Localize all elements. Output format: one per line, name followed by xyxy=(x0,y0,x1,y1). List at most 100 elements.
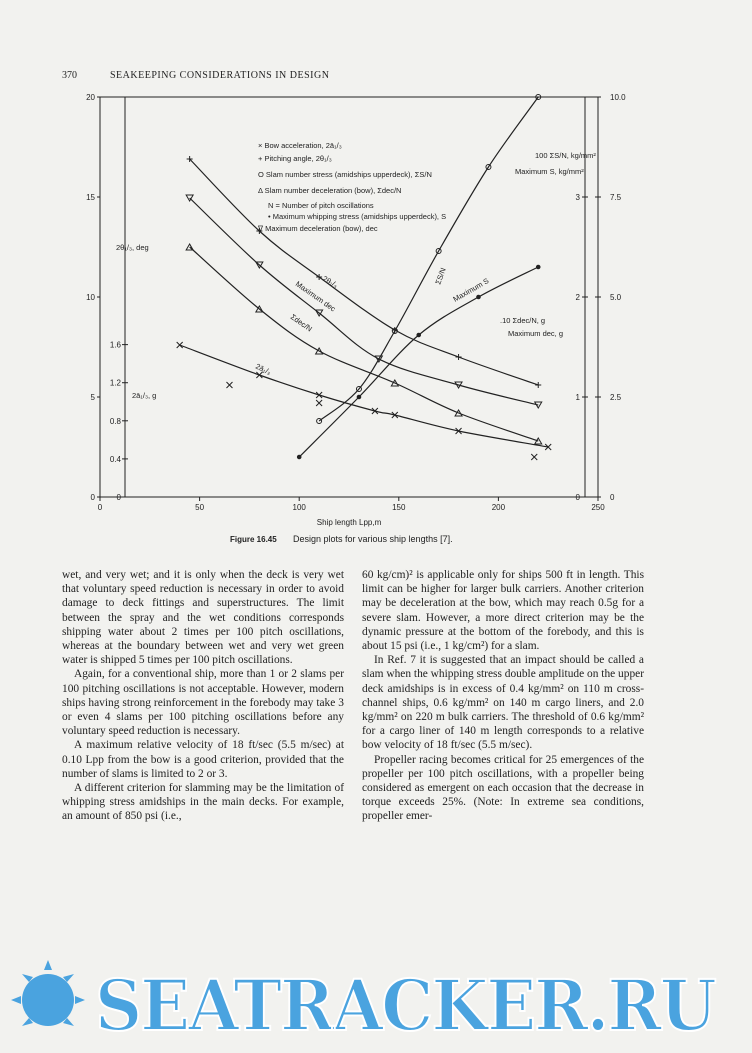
marker xyxy=(455,427,462,435)
figure: 370 SEAKEEPING CONSIDERATIONS IN DESIGN … xyxy=(62,70,626,544)
marker xyxy=(535,94,542,100)
legend-entry: ∇ Maximum deceleration (bow), dec xyxy=(257,224,378,233)
x-tick-label: 50 xyxy=(195,503,204,512)
annotation: Maximum dec, g xyxy=(508,329,563,338)
x-tick-label: 100 xyxy=(293,503,307,512)
marker xyxy=(256,228,263,234)
caption-number: Figure 16.45 xyxy=(230,535,277,544)
marker xyxy=(316,274,323,280)
annotation: Maximum S xyxy=(452,276,491,304)
marker xyxy=(256,371,263,379)
running-title: SEAKEEPING CONSIDERATIONS IN DESIGN xyxy=(110,70,329,81)
annotation: 2θ₁/₃, deg xyxy=(116,243,149,252)
annotation: ΣS/N xyxy=(433,266,447,285)
annotation: Σdec/N xyxy=(289,312,314,333)
paragraph: wet, and very wet; and it is only when t… xyxy=(62,569,344,667)
annotation: 2θ₁/₃ xyxy=(321,274,339,290)
x-tick-label: 250 xyxy=(591,503,605,512)
curve xyxy=(189,246,539,442)
marker xyxy=(296,454,302,460)
y-tick-label: 20 xyxy=(86,93,95,102)
tick-label: 10.0 xyxy=(610,93,626,102)
curve xyxy=(318,96,539,422)
tick-label: 0 xyxy=(117,493,122,502)
annotation: Maximum S, kg/mm² xyxy=(515,167,584,176)
annotation: 100 ΣS/N, kg/mm² xyxy=(535,151,596,160)
marker xyxy=(356,394,362,400)
marker xyxy=(371,407,379,415)
tick-label: 5.0 xyxy=(610,293,622,302)
marker xyxy=(533,401,543,409)
marker xyxy=(254,305,264,313)
caption-text: Design plots for various ship lengths [7… xyxy=(293,534,453,544)
tick-label: 0.4 xyxy=(110,455,122,464)
paragraph: A maximum relative velocity of 18 ft/sec… xyxy=(62,739,344,780)
marker xyxy=(454,381,463,389)
marker xyxy=(544,443,552,451)
legend-entry: O Slam number stress (amidships upperdec… xyxy=(258,170,432,179)
tick-label: 3 xyxy=(576,193,581,202)
curve xyxy=(179,344,549,448)
right-column: 60 kg/cm)² is applicable only for ships … xyxy=(362,568,644,824)
paragraph: In Ref. 7 it is suggested that an impact… xyxy=(362,654,644,752)
marker xyxy=(185,194,195,202)
marker xyxy=(316,418,323,424)
annotation: 2ā₁/₃, g xyxy=(132,391,156,400)
marker xyxy=(455,354,462,360)
marker xyxy=(416,332,422,338)
watermark-text: SEATRACKER.RU xyxy=(95,964,716,1047)
paragraph: A different criterion for slamming may b… xyxy=(62,782,344,823)
x-axis-label: Ship length Lpp,m xyxy=(317,518,382,527)
curve xyxy=(189,158,539,386)
tick-label: 0 xyxy=(576,493,581,502)
paragraph: 60 kg/cm)² is applicable only for ships … xyxy=(362,569,644,653)
tick-label: 0 xyxy=(610,493,615,502)
marker xyxy=(186,156,193,162)
legend-entry: Δ Slam number deceleration (bow), Σdec/N xyxy=(258,186,401,195)
marker xyxy=(315,399,323,407)
y-tick-label: 15 xyxy=(86,193,95,202)
marker xyxy=(476,294,481,300)
marker xyxy=(355,386,362,392)
tick-label: 1.6 xyxy=(110,341,122,350)
legend-entry: + Pitching angle, 2θ₁/₃ xyxy=(258,154,332,163)
marker xyxy=(176,341,184,349)
tick-label: 7.5 xyxy=(610,193,622,202)
legend-entry: • Maximum whipping stress (amidships upp… xyxy=(268,212,446,221)
watermark: SEATRACKER.RU xyxy=(11,960,719,1048)
x-tick-label: 0 xyxy=(98,503,103,512)
marker xyxy=(185,243,195,251)
marker xyxy=(314,347,324,355)
annotation: .10 Σdec/N, g xyxy=(500,316,545,325)
x-tick-label: 200 xyxy=(492,503,506,512)
marker xyxy=(530,453,538,461)
marker xyxy=(390,379,400,387)
paragraph: Propeller racing becomes critical for 25… xyxy=(362,753,644,823)
tick-label: 1.2 xyxy=(110,379,122,388)
x-tick-label: 150 xyxy=(392,503,406,512)
marker xyxy=(533,437,543,445)
page-number: 370 xyxy=(62,70,77,81)
marker xyxy=(315,391,323,399)
marker xyxy=(374,355,384,363)
left-column: wet, and very wet; and it is only when t… xyxy=(62,568,344,824)
marker xyxy=(485,164,492,170)
y-tick-label: 10 xyxy=(86,293,95,302)
marker xyxy=(226,381,233,389)
marker xyxy=(535,382,542,388)
y-tick-label: 0 xyxy=(91,493,96,502)
legend-entry: N = Number of pitch oscillations xyxy=(268,201,374,210)
marker xyxy=(391,411,399,419)
tick-label: 2 xyxy=(576,293,581,302)
logo xyxy=(11,960,85,1026)
legend-entry: × Bow acceleration, 2ā₁/₃ xyxy=(258,141,342,150)
y-tick-label: 5 xyxy=(91,393,96,402)
marker xyxy=(391,328,398,334)
marker xyxy=(254,261,264,269)
tick-label: 1 xyxy=(576,393,581,402)
paragraph: Again, for a conventional ship, more tha… xyxy=(62,668,344,738)
tick-label: 2.5 xyxy=(610,393,622,402)
marker xyxy=(435,248,442,254)
marker xyxy=(314,309,324,317)
